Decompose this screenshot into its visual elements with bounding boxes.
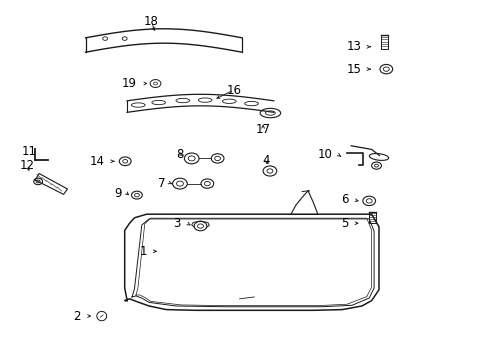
Text: 2: 2 bbox=[73, 310, 81, 323]
Text: 9: 9 bbox=[114, 187, 121, 200]
Text: 4: 4 bbox=[262, 154, 270, 167]
Text: 15: 15 bbox=[346, 63, 361, 76]
Text: 3: 3 bbox=[173, 217, 181, 230]
Text: 13: 13 bbox=[346, 40, 361, 53]
Text: 12: 12 bbox=[20, 159, 34, 172]
Text: 18: 18 bbox=[144, 15, 159, 28]
Text: 5: 5 bbox=[340, 217, 347, 230]
Text: 19: 19 bbox=[122, 77, 137, 90]
Text: 1: 1 bbox=[139, 245, 146, 258]
Text: 17: 17 bbox=[255, 123, 270, 136]
Text: 16: 16 bbox=[226, 84, 241, 96]
Text: 8: 8 bbox=[176, 148, 183, 161]
Text: 14: 14 bbox=[90, 155, 105, 168]
Text: 10: 10 bbox=[317, 148, 332, 161]
Text: 11: 11 bbox=[22, 145, 37, 158]
Text: 6: 6 bbox=[340, 193, 347, 206]
Text: 7: 7 bbox=[158, 177, 165, 190]
